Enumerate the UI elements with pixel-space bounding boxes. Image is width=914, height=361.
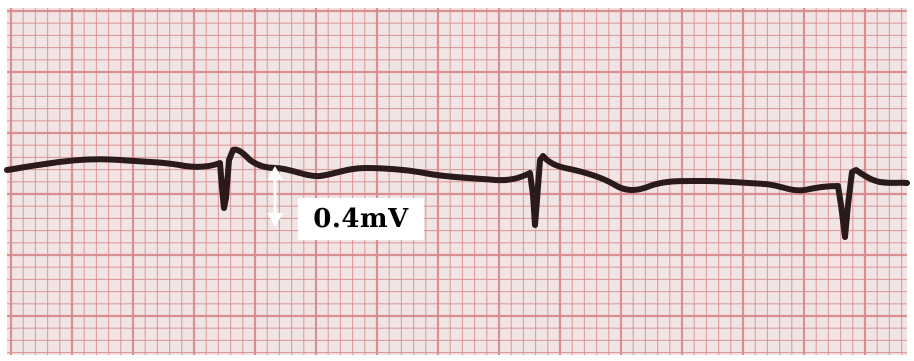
ecg-trace (4, 146, 910, 240)
frame-top (0, 0, 914, 8)
frame-left (0, 0, 7, 361)
frame-right (907, 0, 914, 361)
amplitude-label: 0.4mV (298, 198, 424, 240)
amplitude-arrow-icon (267, 166, 283, 227)
major-grid (7, 8, 907, 355)
